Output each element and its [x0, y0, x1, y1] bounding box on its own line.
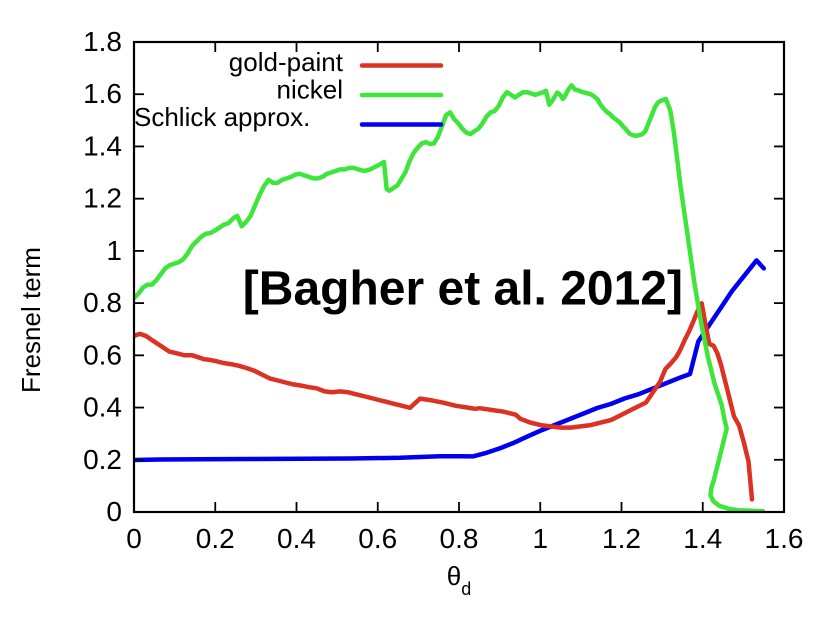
svg-text:Schlick approx.: Schlick approx.: [134, 102, 310, 132]
svg-text:1.4: 1.4: [83, 130, 122, 161]
svg-text:0.8: 0.8: [83, 287, 122, 318]
svg-text:gold-paint: gold-paint: [229, 47, 344, 77]
svg-text:0.2: 0.2: [196, 523, 235, 554]
svg-text:1: 1: [532, 523, 548, 554]
svg-text:0.2: 0.2: [83, 444, 122, 475]
svg-text:0: 0: [126, 523, 142, 554]
svg-text:1.8: 1.8: [83, 26, 122, 57]
svg-text:0.4: 0.4: [83, 392, 122, 423]
svg-text:0: 0: [106, 496, 122, 527]
svg-text:1: 1: [106, 235, 122, 266]
svg-text:nickel: nickel: [277, 75, 343, 105]
svg-text:1.6: 1.6: [83, 78, 122, 109]
svg-text:θd: θd: [447, 561, 471, 599]
svg-text:1.6: 1.6: [765, 523, 804, 554]
svg-text:1.4: 1.4: [683, 523, 722, 554]
svg-text:1.2: 1.2: [602, 523, 641, 554]
svg-text:0.6: 0.6: [83, 339, 122, 370]
svg-text:1.2: 1.2: [83, 183, 122, 214]
svg-text:0.8: 0.8: [440, 523, 479, 554]
svg-text:0.4: 0.4: [277, 523, 316, 554]
svg-text:Fresnel term: Fresnel term: [16, 247, 46, 393]
svg-text:[Bagher et al. 2012]: [Bagher et al. 2012]: [243, 263, 683, 316]
svg-text:0.6: 0.6: [358, 523, 397, 554]
